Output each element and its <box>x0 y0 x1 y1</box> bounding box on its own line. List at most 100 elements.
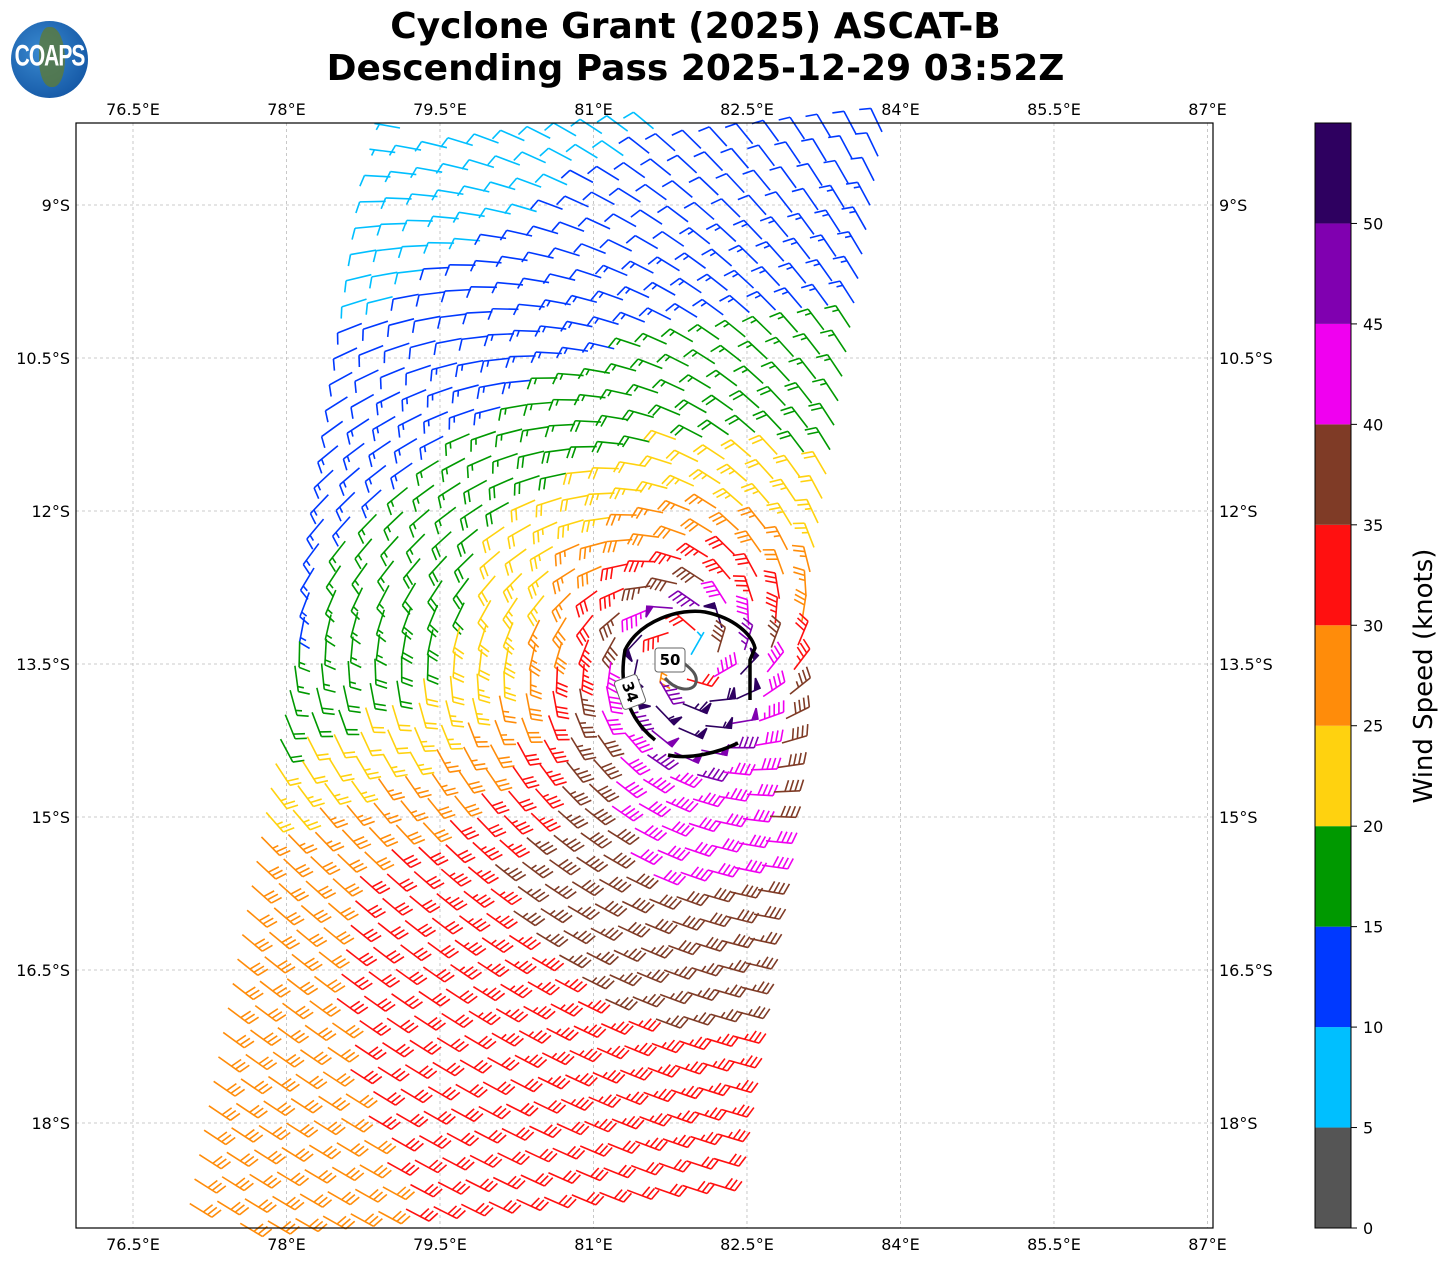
wind-barb <box>350 924 382 943</box>
wind-barb <box>632 993 666 1008</box>
wind-barb <box>305 880 337 900</box>
wind-barb <box>451 384 479 404</box>
wind-barb <box>350 1068 383 1085</box>
wind-barb <box>508 329 541 342</box>
wind-barb <box>706 1033 740 1048</box>
x-tick-label-bottom: 84°E <box>881 1235 919 1254</box>
wind-barb <box>422 822 453 843</box>
wind-barb <box>651 1039 685 1054</box>
wind-barb <box>530 812 561 832</box>
wind-barb <box>477 575 496 607</box>
wind-barb <box>603 213 637 228</box>
wind-barb <box>705 716 734 730</box>
wind-barb <box>368 1115 401 1131</box>
wind-barb <box>477 961 510 978</box>
wind-barb <box>524 1148 558 1163</box>
wind-barb <box>762 549 785 575</box>
wind-barb <box>508 177 542 188</box>
wind-barb <box>231 1127 264 1143</box>
wind-barb <box>781 724 809 744</box>
wind-barb <box>686 673 720 688</box>
wind-barb <box>467 866 499 885</box>
wind-barb <box>823 159 849 184</box>
y-tick-label-left: 12°S <box>31 502 70 521</box>
wind-barb <box>463 479 488 505</box>
wind-barb <box>428 555 448 587</box>
wind-barb <box>624 1042 657 1057</box>
wind-barb <box>377 778 405 801</box>
wind-barb <box>784 381 813 404</box>
wind-barb <box>603 852 636 869</box>
wind-barb <box>607 337 641 348</box>
wind-barb <box>705 223 737 243</box>
wind-barb <box>682 1180 715 1195</box>
wind-barb <box>712 487 744 507</box>
wind-barb <box>787 212 815 235</box>
x-tick-label-top: 85.5°E <box>1027 100 1081 119</box>
wind-barb <box>746 783 779 797</box>
wind-barb <box>507 523 532 550</box>
wind-barb <box>765 830 798 845</box>
wind-barb <box>478 1105 511 1120</box>
wind-barb <box>363 1139 397 1155</box>
wind-barb <box>414 140 448 152</box>
wind-barb <box>253 1149 287 1165</box>
wind-barb <box>581 664 594 696</box>
wind-barb <box>264 956 296 974</box>
wind-barb <box>611 1115 645 1130</box>
wind-barb <box>674 1061 708 1075</box>
wind-barb <box>482 1081 516 1096</box>
wind-barb <box>655 705 683 726</box>
wind-barb <box>715 813 749 828</box>
wind-barb <box>413 1015 446 1031</box>
wind-barb <box>456 528 479 557</box>
wind-barb <box>625 383 659 395</box>
wind-barb <box>490 888 523 906</box>
wind-barb <box>244 1198 277 1213</box>
wind-barb <box>709 687 737 703</box>
wind-barb <box>534 788 565 809</box>
wind-barb <box>756 385 786 407</box>
wind-barb <box>355 756 382 780</box>
wind-barb <box>405 1208 439 1222</box>
wind-barb <box>548 1170 581 1184</box>
wind-barb <box>523 1005 556 1020</box>
wind-barb <box>313 469 334 500</box>
wind-barb <box>232 982 264 1001</box>
wind-barb <box>427 1086 461 1101</box>
wind-barb <box>710 344 742 362</box>
wind-barb <box>529 1124 562 1139</box>
wind-barb <box>298 616 311 650</box>
wind-barb <box>341 829 372 850</box>
wind-barb <box>494 719 516 746</box>
wind-barb <box>461 159 495 170</box>
wind-barb <box>599 1189 633 1203</box>
wind-barb <box>785 695 811 720</box>
wind-barb <box>383 342 410 364</box>
wind-barb <box>328 540 346 572</box>
wind-barb <box>482 181 516 192</box>
x-tick-label-bottom: 82.5°E <box>720 1235 774 1254</box>
wind-barb <box>652 525 686 539</box>
wind-barb <box>441 1012 474 1029</box>
wind-barb <box>456 185 490 197</box>
wind-barb <box>663 966 697 980</box>
wind-barb <box>527 570 549 599</box>
wind-barb <box>499 229 533 241</box>
wind-barb <box>465 1178 498 1193</box>
wind-barb <box>300 1049 332 1066</box>
wind-barb <box>546 1027 579 1041</box>
wind-barb <box>405 533 426 564</box>
wind-barb <box>467 722 490 748</box>
wind-barb <box>557 810 589 829</box>
wind-barb <box>539 147 572 162</box>
wind-barb <box>332 878 364 897</box>
wind-barb <box>314 831 345 852</box>
wind-barb <box>514 1054 548 1069</box>
wind-barb <box>350 393 375 419</box>
wind-barb <box>598 612 620 641</box>
wind-barb <box>626 873 659 890</box>
wind-barb <box>626 1186 660 1200</box>
wind-barb <box>584 492 615 506</box>
wind-barb <box>299 567 315 600</box>
